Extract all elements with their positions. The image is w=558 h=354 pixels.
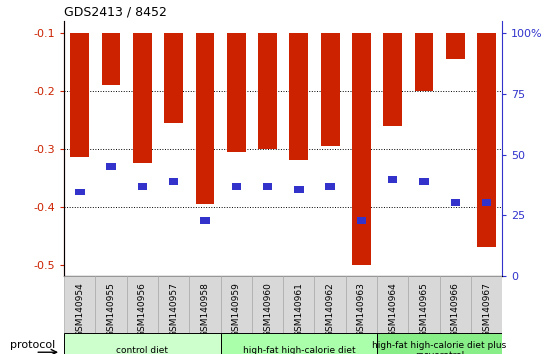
Bar <box>388 176 397 183</box>
Text: GSM140964: GSM140964 <box>388 282 397 337</box>
Bar <box>102 33 121 85</box>
Bar <box>283 276 315 333</box>
Bar <box>482 199 491 206</box>
Bar <box>95 276 127 333</box>
Bar <box>346 276 377 333</box>
Bar <box>127 276 158 333</box>
Text: GSM140955: GSM140955 <box>107 282 116 337</box>
Bar <box>325 183 335 190</box>
Text: protocol: protocol <box>9 340 55 350</box>
Text: GSM140961: GSM140961 <box>294 282 304 337</box>
Text: GDS2413 / 8452: GDS2413 / 8452 <box>64 6 167 19</box>
Bar <box>64 276 95 333</box>
Bar <box>252 276 283 333</box>
Bar <box>290 33 308 160</box>
Bar <box>64 333 220 354</box>
Bar <box>377 333 502 354</box>
Text: high-fat high-calorie diet: high-fat high-calorie diet <box>243 346 355 354</box>
Text: GSM140957: GSM140957 <box>169 282 178 337</box>
Text: GSM140965: GSM140965 <box>420 282 429 337</box>
Bar <box>200 217 210 223</box>
Bar <box>220 276 252 333</box>
Text: GSM140958: GSM140958 <box>200 282 209 337</box>
Bar <box>158 276 189 333</box>
Bar <box>450 199 460 206</box>
Bar <box>164 33 183 122</box>
Bar <box>195 33 214 204</box>
Bar <box>477 33 496 247</box>
Text: GSM140967: GSM140967 <box>482 282 491 337</box>
Text: GSM140956: GSM140956 <box>138 282 147 337</box>
Text: GSM140959: GSM140959 <box>232 282 240 337</box>
Text: high-fat high-calorie diet plus
resveratrol: high-fat high-calorie diet plus resverat… <box>373 341 507 354</box>
Bar <box>70 33 89 158</box>
Bar <box>419 178 429 185</box>
Text: GSM140960: GSM140960 <box>263 282 272 337</box>
Text: GSM140954: GSM140954 <box>75 282 84 337</box>
Bar <box>258 33 277 149</box>
Bar <box>107 163 116 170</box>
Bar <box>446 33 465 59</box>
Bar <box>383 33 402 126</box>
Bar <box>138 183 147 190</box>
Bar <box>471 276 502 333</box>
Bar <box>357 217 366 223</box>
Bar <box>315 276 346 333</box>
Bar <box>75 189 84 195</box>
Bar <box>263 183 272 190</box>
Bar <box>440 276 471 333</box>
Bar <box>408 276 440 333</box>
Bar <box>415 33 434 91</box>
Bar <box>220 333 377 354</box>
Bar <box>294 186 304 193</box>
Bar <box>189 276 220 333</box>
Bar <box>352 33 371 264</box>
Bar <box>133 33 152 163</box>
Bar <box>227 33 246 152</box>
Text: control diet: control diet <box>117 346 169 354</box>
Bar <box>232 183 241 190</box>
Text: GSM140963: GSM140963 <box>357 282 366 337</box>
Bar <box>377 276 408 333</box>
Text: GSM140962: GSM140962 <box>326 282 335 337</box>
Text: GSM140966: GSM140966 <box>451 282 460 337</box>
Bar <box>321 33 339 146</box>
Bar <box>169 178 179 185</box>
